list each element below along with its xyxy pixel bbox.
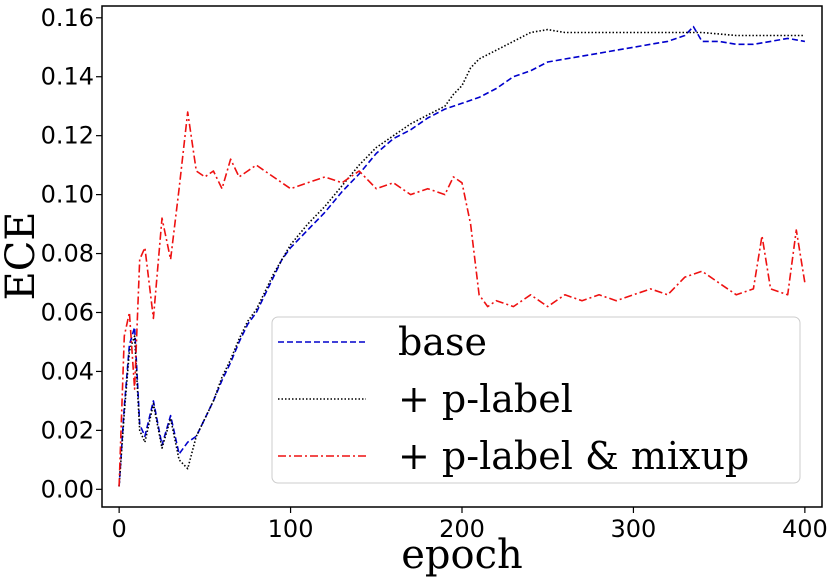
y-tick-label: 0.08 [41, 240, 94, 268]
series-line-3 [118, 111, 806, 487]
x-axis-label: epoch [401, 532, 523, 578]
y-tick-label: 0.14 [41, 63, 94, 91]
y-tick-label: 0.04 [41, 357, 94, 385]
x-tick-label: 400 [782, 515, 828, 543]
plot-lines [118, 25, 806, 487]
axis-ticks: 0 100 200 300 400 0.00 0.02 0.04 0.06 0.08 0.10 0.1… [41, 4, 828, 543]
y-tick-label: 0.00 [41, 475, 94, 503]
legend: base + p-label + p-label & mixup [271, 316, 801, 484]
y-tick-label: 0.16 [41, 4, 94, 32]
x-tick-label: 300 [611, 515, 657, 543]
x-tick-label: 200 [439, 515, 485, 543]
legend-label: base [398, 320, 487, 364]
y-axis-label: ECE [0, 211, 44, 300]
y-tick-label: 0.10 [41, 181, 94, 209]
legend-label: + p-label [398, 377, 573, 421]
x-tick-label: 100 [268, 515, 314, 543]
legend-box [271, 316, 801, 484]
y-tick-label: 0.12 [41, 122, 94, 150]
series-line-1 [118, 25, 806, 487]
y-tick-label: 0.06 [41, 298, 94, 326]
y-tick-label: 0.02 [41, 416, 94, 444]
legend-label: + p-label & mixup [398, 434, 749, 478]
x-tick-label: 0 [112, 515, 127, 543]
